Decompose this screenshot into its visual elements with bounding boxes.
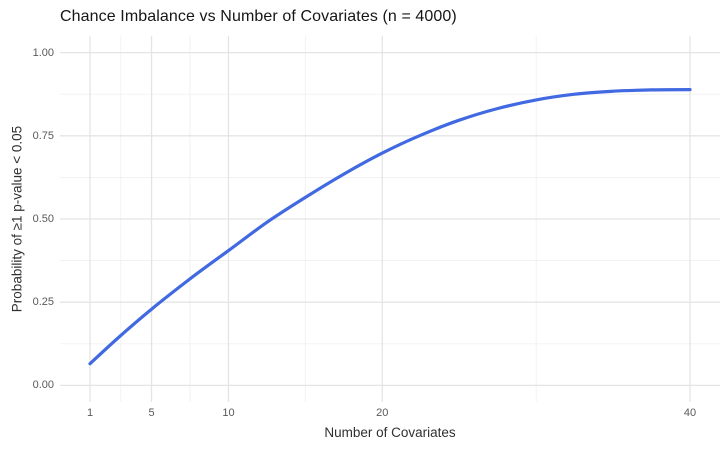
x-tick-label: 1 bbox=[86, 407, 94, 419]
y-tick-label: 0.75 bbox=[32, 129, 54, 142]
x-tick-label: 5 bbox=[148, 407, 155, 419]
y-tick-label: 0.00 bbox=[32, 379, 54, 392]
y-tick-label: 1.00 bbox=[32, 46, 54, 59]
y-tick-label: 0.25 bbox=[32, 296, 54, 309]
x-tick-label: 20 bbox=[376, 407, 389, 419]
chart-title: Chance Imbalance vs Number of Covariates… bbox=[60, 8, 457, 25]
y-axis-title: Probability of ≥1 p-value < 0.05 bbox=[9, 125, 25, 313]
series-line-chance-imbalance-probability bbox=[88, 88, 692, 366]
y-tick-label: 0.50 bbox=[32, 213, 54, 225]
x-tick-label: 10 bbox=[222, 407, 235, 419]
x-axis-title: Number of Covariates bbox=[324, 425, 456, 440]
x-tick-label: 40 bbox=[683, 407, 697, 419]
